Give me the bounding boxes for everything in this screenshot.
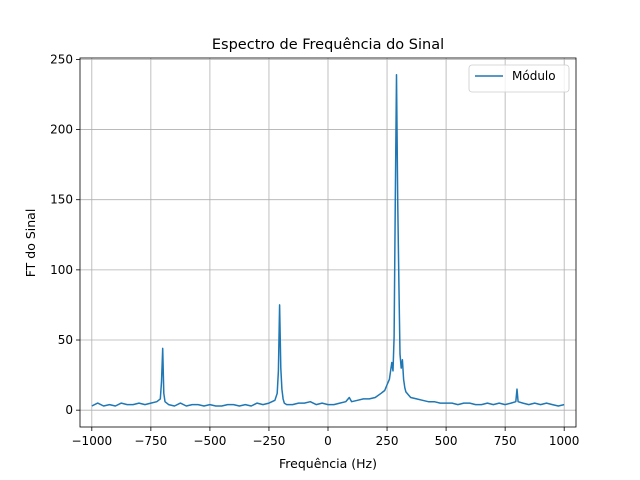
series-layer [91,74,565,407]
x-axis-label: Frequência (Hz) [279,456,377,471]
grid-layer [80,58,576,427]
x-tick-label: 250 [376,434,399,448]
y-tick-label: 50 [58,333,73,347]
x-tick-label: −500 [193,434,226,448]
y-tick-label: 0 [65,403,73,417]
x-tick-label: −750 [134,434,167,448]
chart-title: Espectro de Frequência do Sinal [212,37,444,53]
y-tick-label: 200 [50,123,73,137]
x-tick-label: 500 [435,434,458,448]
y-tick-label: 150 [50,193,73,207]
y-axis-label: FT do Sinal [23,209,38,278]
x-tick-label: 1000 [549,434,580,448]
x-tick-label: 750 [494,434,517,448]
x-tick-label: −250 [252,434,285,448]
x-tick-label: −1000 [72,434,113,448]
series-line-modulo [91,74,565,407]
legend-box [468,64,570,93]
x-tick-label: 0 [324,434,332,448]
y-tick-label: 250 [50,52,73,66]
legend-label-modulo: Módulo [512,69,556,83]
legend: Módulo [468,64,570,93]
y-tick-label: 100 [50,263,73,277]
ticks-layer: −1000 −750 −500 −250 0 250 500 750 1000 0 50 100 150… [50,52,579,448]
